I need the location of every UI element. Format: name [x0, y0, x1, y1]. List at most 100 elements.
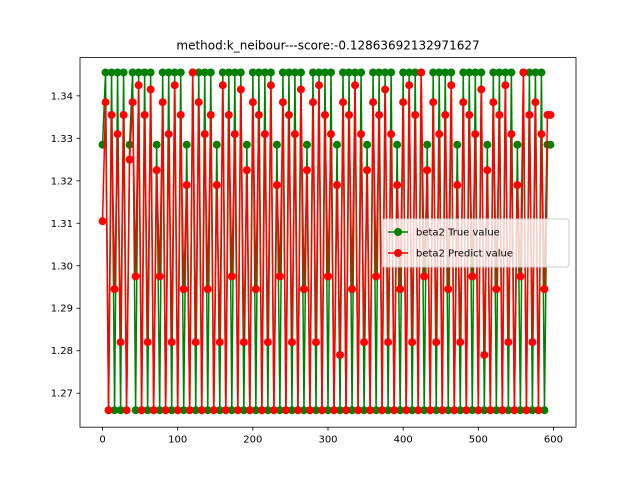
data-point: [414, 406, 423, 415]
x-tick-label: 600: [544, 435, 563, 446]
data-point: [119, 110, 128, 119]
data-point: [348, 406, 357, 415]
data-point: [342, 406, 351, 415]
data-point: [444, 406, 453, 415]
data-point: [281, 406, 290, 415]
data-point: [489, 68, 498, 77]
data-point: [336, 350, 345, 359]
data-point: [161, 406, 170, 415]
data-point: [540, 406, 549, 415]
data-point: [423, 166, 432, 175]
data-point: [176, 68, 185, 77]
data-point: [230, 130, 239, 139]
data-point: [167, 338, 176, 347]
data-point: [293, 406, 302, 415]
data-point: [456, 338, 465, 347]
y-tick-label: 1.28: [51, 346, 73, 357]
data-point: [336, 406, 345, 415]
data-point: [372, 272, 381, 281]
data-point: [411, 68, 420, 77]
data-point: [116, 338, 125, 347]
data-point: [266, 81, 275, 90]
data-point: [179, 285, 188, 294]
data-point: [537, 130, 546, 139]
legend-item: beta2 Predict value: [388, 249, 513, 260]
data-point: [339, 68, 348, 77]
data-point: [182, 140, 191, 149]
data-point: [98, 217, 107, 226]
data-point: [384, 338, 393, 347]
data-point: [327, 130, 336, 139]
data-point: [468, 272, 477, 281]
data-point: [179, 406, 188, 415]
data-point: [393, 140, 402, 149]
data-point: [125, 140, 134, 149]
data-point: [429, 98, 438, 107]
data-point: [495, 110, 504, 119]
data-point: [441, 68, 450, 77]
data-point: [525, 68, 534, 77]
y-tick-label: 1.29: [51, 304, 73, 315]
data-point: [390, 406, 399, 415]
data-point: [528, 338, 537, 347]
data-point: [471, 68, 480, 77]
data-point: [218, 81, 227, 90]
data-point: [101, 98, 110, 107]
data-point: [540, 285, 549, 294]
data-point: [191, 338, 200, 347]
series-2: [98, 68, 555, 415]
data-point: [453, 181, 462, 190]
data-point: [119, 68, 128, 77]
data-point: [429, 68, 438, 77]
data-point: [516, 272, 525, 281]
data-point: [251, 285, 260, 294]
data-point: [203, 406, 212, 415]
data-point: [426, 406, 435, 415]
series-layer: [98, 68, 555, 415]
data-point: [194, 98, 203, 107]
data-point: [158, 98, 167, 107]
data-point: [453, 140, 462, 149]
data-point: [200, 130, 209, 139]
data-point: [260, 68, 269, 77]
data-point: [513, 140, 522, 149]
data-point: [399, 98, 408, 107]
data-point: [131, 272, 140, 281]
data-point: [302, 166, 311, 175]
data-point: [363, 166, 372, 175]
data-point: [408, 406, 417, 415]
data-point: [513, 181, 522, 190]
data-point: [308, 68, 317, 77]
data-point: [345, 68, 354, 77]
data-point: [519, 68, 528, 77]
data-point: [405, 81, 414, 90]
legend-item: beta2 True value: [388, 228, 500, 239]
data-point: [435, 68, 444, 77]
data-point: [324, 406, 332, 415]
data-point: [248, 98, 257, 107]
data-point: [284, 68, 293, 77]
data-point: [357, 68, 366, 77]
data-point: [308, 98, 317, 107]
data-point: [378, 406, 387, 415]
data-point: [477, 85, 486, 94]
data-point: [327, 68, 336, 77]
data-point: [248, 68, 257, 77]
data-point: [170, 81, 179, 90]
data-point: [492, 406, 501, 415]
data-point: [330, 406, 339, 415]
data-point: [218, 68, 227, 77]
x-tick-label: 0: [99, 435, 105, 446]
data-point: [465, 68, 474, 77]
data-point: [411, 110, 420, 119]
data-point: [396, 406, 405, 415]
data-point: [242, 140, 251, 149]
data-point: [447, 81, 456, 90]
data-point: [224, 68, 233, 77]
data-point: [474, 406, 483, 415]
data-point: [432, 338, 441, 347]
data-point: [456, 406, 465, 415]
data-point: [284, 110, 293, 119]
data-point: [459, 98, 468, 107]
data-point: [480, 406, 489, 415]
